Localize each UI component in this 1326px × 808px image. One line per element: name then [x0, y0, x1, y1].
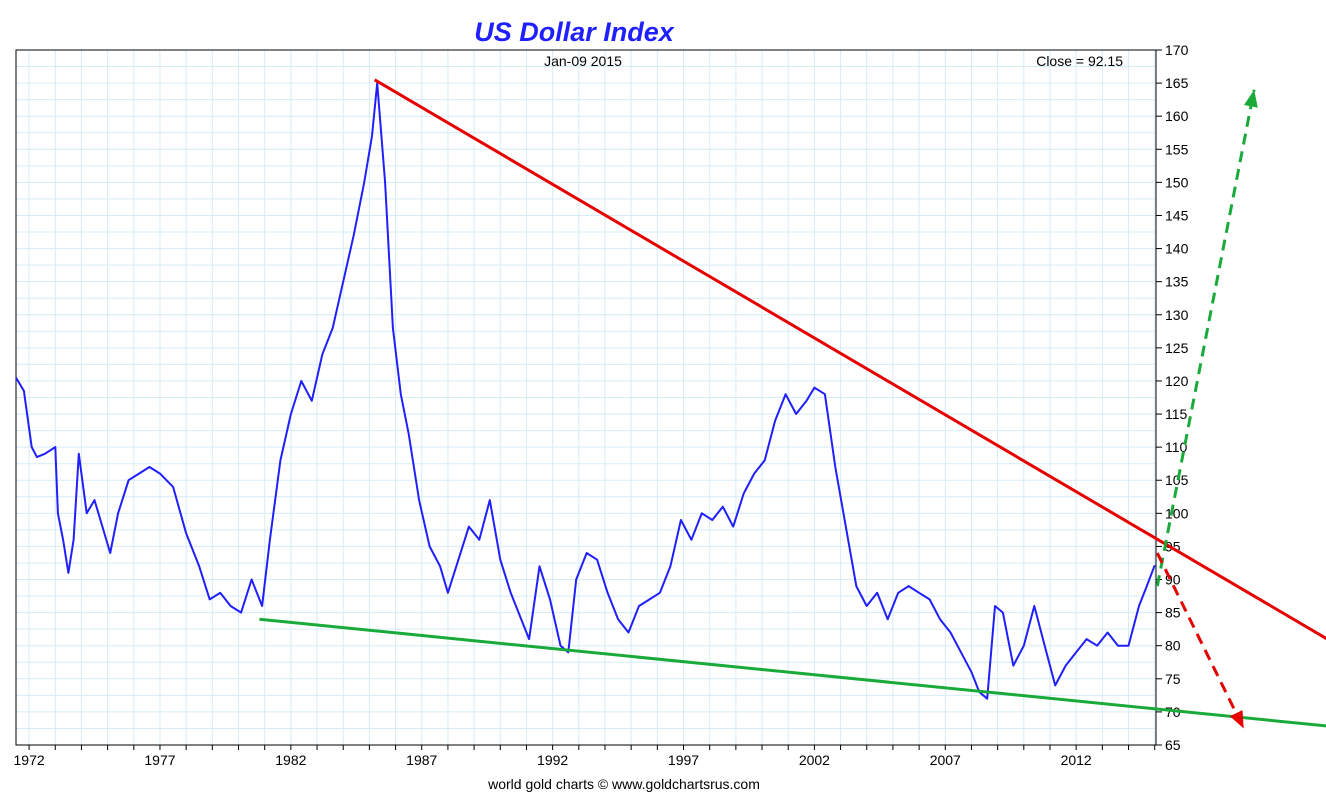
y-tick-label: 160 — [1165, 108, 1189, 124]
y-tick-label: 85 — [1165, 605, 1181, 621]
close-value-label: Close = 92.15 — [1036, 53, 1123, 69]
x-tick-label: 1982 — [275, 752, 306, 768]
trendline-4 — [1155, 552, 1246, 730]
y-tick-label: 125 — [1165, 340, 1189, 356]
y-tick-label: 75 — [1165, 671, 1181, 687]
y-tick-label: 100 — [1165, 505, 1189, 521]
y-tick-label: 150 — [1165, 174, 1189, 190]
x-tick-label: 1992 — [537, 752, 568, 768]
y-tick-label: 80 — [1165, 638, 1181, 654]
trendline-2 — [259, 617, 1326, 728]
trendline-arrowhead — [1229, 710, 1244, 729]
dollar-index-line — [15, 82, 1156, 700]
y-tick-label: 155 — [1165, 141, 1189, 157]
x-tick-label: 2007 — [930, 752, 961, 768]
y-tick-label: 130 — [1165, 307, 1189, 323]
y-tick-label: 115 — [1165, 406, 1188, 422]
y-tick-label: 105 — [1165, 472, 1189, 488]
date-label: Jan-09 2015 — [544, 53, 622, 69]
y-tick-label: 140 — [1165, 241, 1189, 257]
y-tick-label: 110 — [1165, 439, 1188, 455]
x-tick-label: 2012 — [1061, 752, 1092, 768]
trendlines — [259, 78, 1326, 730]
y-axis-ticks: 6570758085909510010511011512012513013514… — [1156, 42, 1189, 753]
y-tick-label: 145 — [1165, 207, 1189, 223]
trendline-1 — [373, 78, 1326, 641]
y-tick-label: 135 — [1165, 274, 1189, 290]
y-tick-label: 170 — [1165, 42, 1189, 58]
x-tick-label: 1987 — [406, 752, 437, 768]
y-tick-label: 65 — [1165, 737, 1181, 753]
chart-title: US Dollar Index — [474, 17, 675, 47]
x-axis-ticks: 1972 1977 1982 1987 1992 1997 2002 2007 2012 — [14, 745, 1156, 768]
x-tick-label: 1997 — [668, 752, 699, 768]
grid — [16, 49, 1156, 746]
x-tick-label: 1972 — [14, 752, 45, 768]
x-tick-label: 2002 — [799, 752, 830, 768]
trendline-arrowhead — [1244, 89, 1258, 108]
y-tick-label: 120 — [1165, 373, 1189, 389]
source-credit: world gold charts © www.goldchartsrus.co… — [487, 776, 760, 792]
trendline-3 — [1155, 89, 1256, 587]
plot-area-frame — [15, 49, 1157, 746]
y-tick-label: 165 — [1165, 75, 1189, 91]
x-tick-label: 1977 — [144, 752, 175, 768]
